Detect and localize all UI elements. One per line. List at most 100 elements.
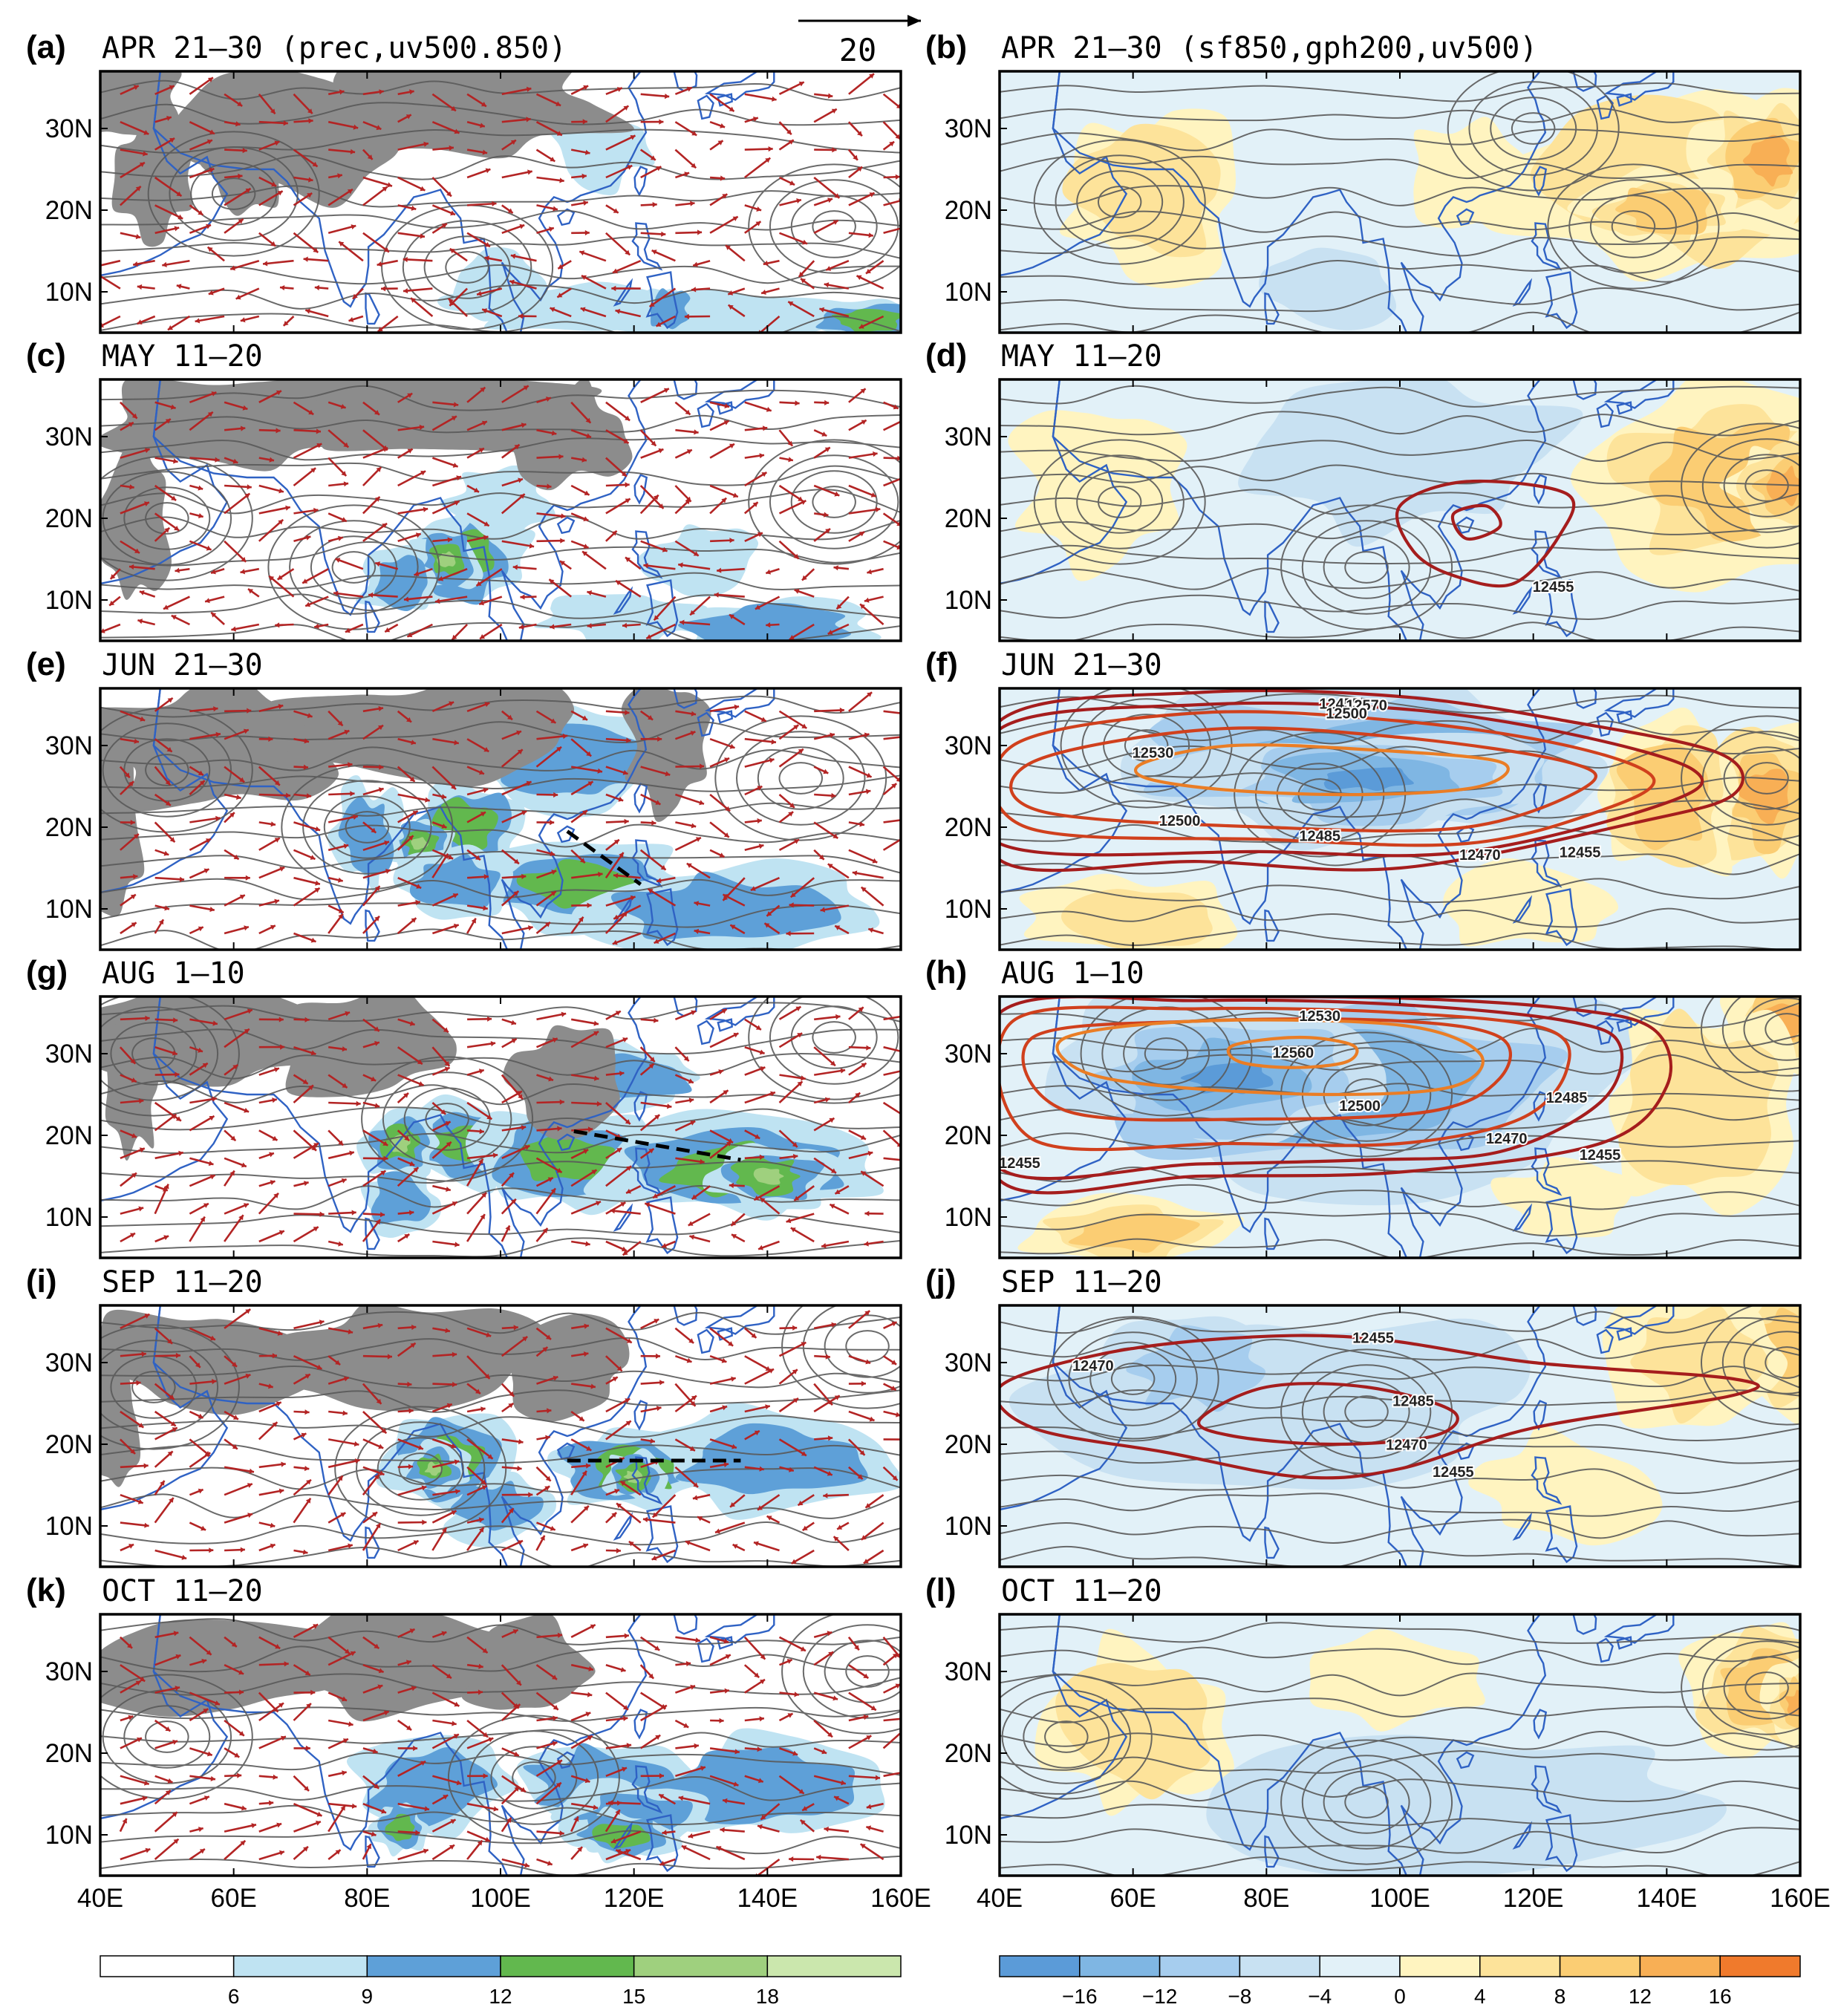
wind-vector-head	[587, 1692, 593, 1697]
wind-vector-head	[139, 1098, 144, 1104]
wind-vector-head	[163, 850, 169, 856]
wind-vector	[189, 121, 215, 135]
streamline-loop	[748, 996, 901, 1100]
streamline-loop	[100, 1006, 219, 1101]
wind-vector	[787, 301, 815, 318]
wind-vector-head	[198, 1827, 203, 1833]
wind-vector-head	[524, 1862, 530, 1868]
wind-vector	[466, 1154, 498, 1160]
wind-vector-head	[368, 592, 374, 598]
wind-vector-head	[864, 1311, 870, 1316]
wind-vector-head	[558, 264, 564, 269]
y-tick-label: 20N	[945, 1430, 992, 1459]
wind-vector	[610, 1209, 641, 1215]
wind-vector-head	[819, 307, 825, 313]
wind-vector-head	[348, 1328, 353, 1334]
wind-vector	[432, 737, 460, 745]
wind-vector-head	[833, 565, 838, 571]
wind-vector-head	[483, 747, 489, 752]
wind-vector-head	[792, 1369, 798, 1374]
wind-vector-head	[865, 789, 871, 795]
gph200-contour	[1000, 701, 1704, 858]
wind-vector-head	[385, 627, 391, 633]
wind-vector	[675, 765, 705, 768]
contour-label: 12485	[1392, 1393, 1434, 1409]
wind-vector	[750, 877, 781, 892]
coastline	[613, 1203, 633, 1232]
wind-vector-head	[545, 1475, 551, 1481]
wind-vector	[328, 1101, 361, 1105]
wind-vector	[571, 872, 603, 879]
streamline	[100, 1184, 901, 1210]
coastline	[1616, 1636, 1632, 1650]
wind-vector-head	[686, 449, 692, 454]
coastline	[556, 516, 576, 535]
wind-vector-head	[625, 498, 630, 503]
wind-vector-head	[870, 492, 876, 498]
wind-vector-head	[404, 1234, 410, 1239]
wind-vector-head	[549, 579, 555, 584]
wind-vector-head	[690, 1120, 696, 1126]
wind-vector-head	[411, 918, 417, 923]
wind-vector-head	[276, 390, 281, 396]
wind-vector-head	[686, 86, 692, 92]
x-tick-label: 60E	[1110, 1884, 1156, 1913]
wind-vector	[406, 623, 433, 638]
wind-vector	[466, 1737, 494, 1749]
wind-vector-head	[691, 711, 697, 717]
wind-vector	[786, 1213, 815, 1223]
wind-vector-head	[492, 200, 497, 206]
streamlines	[100, 79, 901, 333]
wind-vector-head	[305, 1745, 310, 1751]
wind-vector	[816, 1856, 849, 1861]
wind-vector-head	[724, 1688, 729, 1694]
wind-vector-head	[134, 738, 139, 744]
streamline	[1000, 1518, 1800, 1544]
wind-vector-head	[353, 814, 358, 820]
wind-vector-head	[206, 545, 212, 551]
panel-b: (b) APR 21–30 (sf850,gph200,uv500)10N20N3…	[925, 29, 1802, 334]
wind-vector-head	[158, 919, 163, 925]
wind-vector-head	[693, 261, 698, 267]
wind-vector	[883, 1772, 901, 1778]
wind-vector-head	[178, 1150, 183, 1156]
wind-vector-head	[521, 423, 527, 428]
wind-vector-head	[444, 1061, 450, 1066]
wind-vector-head	[201, 1525, 206, 1531]
wind-vector-head	[789, 1856, 794, 1862]
wind-vector-head	[483, 521, 489, 526]
wind-vector-head	[507, 714, 512, 720]
wind-vector-head	[449, 248, 455, 254]
terrain-mask	[621, 688, 711, 822]
coastline	[1572, 1614, 1597, 1635]
coastline	[704, 996, 775, 1026]
wind-vector-head	[237, 101, 243, 106]
wind-vector-head	[717, 140, 723, 146]
wind-vector	[120, 1775, 150, 1786]
wind-vector-head	[446, 1403, 452, 1409]
wind-vector	[653, 596, 677, 622]
wind-vector	[744, 157, 771, 179]
wind-vector-head	[241, 425, 246, 431]
terrain-mask	[461, 1614, 596, 1710]
wind-vector-head	[861, 887, 867, 893]
colorbar-swatch	[500, 1955, 635, 1977]
wind-vector	[613, 904, 642, 920]
coastline	[365, 292, 380, 325]
wind-vector-head	[340, 404, 346, 409]
wind-vector-head	[374, 1643, 379, 1648]
wind-vector	[848, 849, 878, 864]
wind-vector-head	[384, 840, 389, 846]
wind-vector-head	[480, 812, 486, 817]
wind-vector-head	[307, 713, 313, 718]
wind-vector-head	[561, 1011, 567, 1017]
wind-vector-head	[865, 1503, 871, 1508]
streamline	[100, 209, 901, 231]
wind-vector-head	[835, 1189, 841, 1194]
wind-vector-head	[507, 208, 513, 213]
wind-vector-head	[302, 1549, 308, 1555]
wind-vector-head	[620, 1667, 626, 1672]
panel-label: (h)	[925, 954, 967, 991]
streamline	[1000, 155, 1800, 180]
